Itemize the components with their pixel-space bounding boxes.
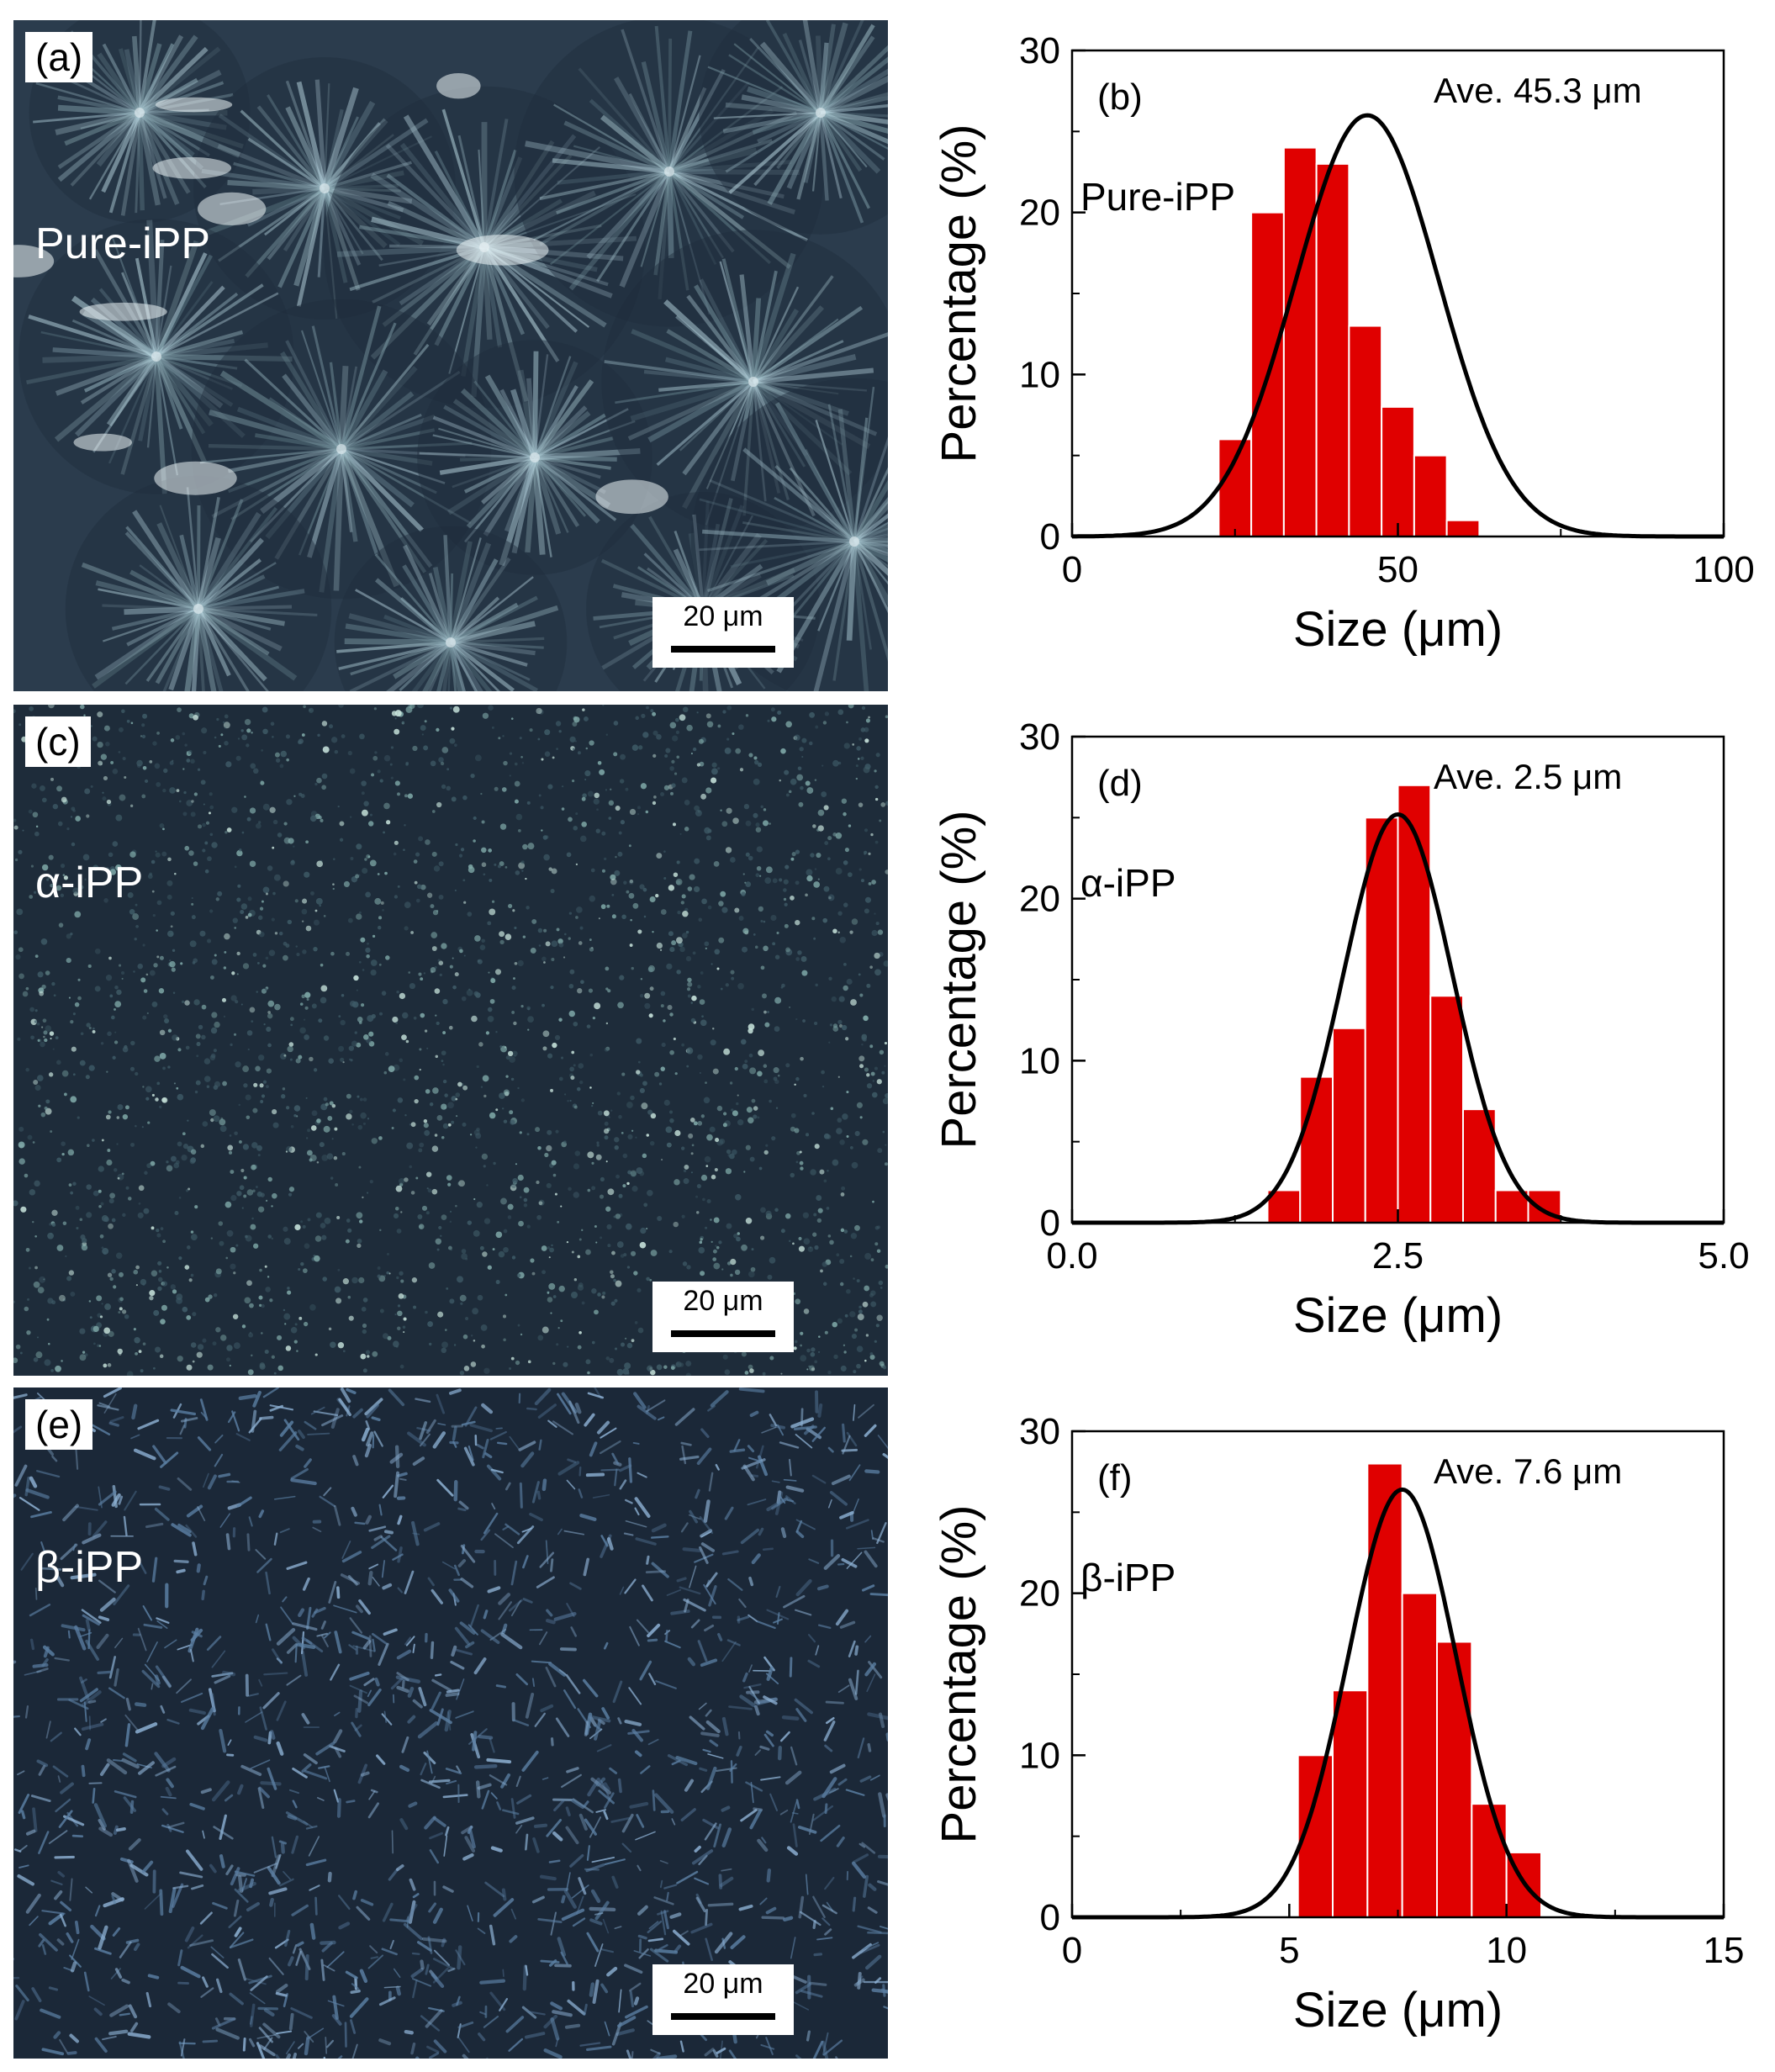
histogram-bar — [1429, 995, 1464, 1224]
histogram-bar — [1332, 1689, 1369, 1918]
series-label: Pure-iPP — [1080, 175, 1235, 219]
scale-bar: 20 μm — [652, 1282, 794, 1352]
histogram-bar — [1366, 1462, 1403, 1919]
panel-label: (d) — [1097, 763, 1143, 804]
y-axis-title: Percentage (%) — [932, 124, 986, 463]
y-axis-title: Percentage (%) — [932, 1505, 986, 1844]
histogram-svg: 0 10 20 30 0.0 2.5 5.0 Size (μm) Percentage (%) (… — [932, 716, 1750, 1343]
histogram-bar — [1413, 454, 1448, 538]
texture-layer — [13, 705, 888, 1376]
histogram-bar — [1445, 519, 1481, 538]
series-label: β-iPP — [1080, 1556, 1175, 1599]
x-axis-title: Size (μm) — [1293, 1983, 1503, 2038]
histogram-bar — [1282, 146, 1318, 537]
y-tick-label: 0 — [1040, 1897, 1060, 1938]
x-tick-label: 15 — [1704, 1930, 1745, 1971]
y-tick-label: 30 — [1019, 1411, 1060, 1452]
panel-label: (a) — [25, 32, 93, 82]
panel-label: (f) — [1097, 1457, 1133, 1498]
texture-layer — [13, 1388, 888, 2059]
x-tick-label: 0 — [1062, 1930, 1082, 1971]
histogram-bar — [1471, 1803, 1508, 1918]
scale-bar-label: 20 μm — [683, 1285, 763, 1317]
histogram-bar — [1348, 325, 1383, 537]
x-tick-label: 100 — [1693, 549, 1754, 590]
y-tick-label: 20 — [1019, 1573, 1060, 1615]
average-annotation: Ave. 7.6 μm — [1434, 1451, 1622, 1491]
scale-bar-line — [671, 646, 775, 653]
histogram-bar — [1364, 817, 1399, 1224]
histogram-bar — [1397, 784, 1432, 1224]
x-tick-label: 0.0 — [1046, 1235, 1097, 1276]
panel-label: (c) — [25, 716, 91, 767]
x-tick-label: 5 — [1279, 1930, 1299, 1971]
scale-bar-line — [671, 1330, 775, 1337]
histogram-d: 0 10 20 30 0.0 2.5 5.0 Size (μm) Percentage (%) (… — [900, 695, 1775, 1376]
y-tick-label: 0 — [1040, 516, 1060, 558]
panel-label: (e) — [25, 1399, 93, 1450]
histogram-svg: 0 10 20 30 0 5 10 15 Size (μm) Percentage (%) (f) A… — [932, 1411, 1745, 2038]
series-label: α-iPP — [1080, 861, 1176, 905]
micrograph-e: (e) β-iPP 20 μm — [13, 1388, 888, 2059]
x-tick-label: 50 — [1377, 549, 1418, 590]
y-tick-label: 20 — [1019, 193, 1060, 234]
y-tick-label: 20 — [1019, 879, 1060, 920]
scale-bar-label: 20 μm — [683, 600, 763, 632]
x-axis-title: Size (μm) — [1293, 1288, 1503, 1343]
gaussian-fit-line — [1072, 113, 1724, 539]
average-annotation: Ave. 2.5 μm — [1434, 757, 1622, 796]
y-tick-label: 10 — [1019, 354, 1060, 395]
histogram-bar — [1332, 1027, 1366, 1224]
histogram-f: 0 10 20 30 0 5 10 15 Size (μm) Percentage (%) (f) A… — [900, 1389, 1775, 2070]
average-annotation: Ave. 45.3 μm — [1434, 71, 1642, 110]
y-tick-label: 10 — [1019, 1735, 1060, 1776]
x-tick-label: 5.0 — [1698, 1235, 1749, 1276]
micrograph-background — [13, 705, 888, 1376]
sample-label: α-iPP — [35, 859, 144, 907]
x-tick-label: 10 — [1486, 1930, 1527, 1971]
histogram-bar — [1299, 1076, 1334, 1224]
sample-label: Pure-iPP — [35, 219, 211, 268]
sample-label: β-iPP — [35, 1543, 144, 1592]
micrograph-c: (c) α-iPP 20 μm — [13, 705, 888, 1376]
y-tick-label: 30 — [1019, 30, 1060, 71]
micrograph-image — [13, 1388, 888, 2059]
scale-bar: 20 μm — [652, 1964, 794, 2035]
histogram-b: 0 10 20 30 0 50 100 Size (μm) Percentage (%) (b) A… — [900, 8, 1775, 690]
histogram-bar — [1315, 162, 1350, 537]
histogram-bar — [1401, 1592, 1439, 1919]
micrograph-image — [13, 705, 888, 1376]
x-axis-title: Size (μm) — [1293, 602, 1503, 657]
y-axis-title: Percentage (%) — [932, 811, 986, 1150]
panel-label: (b) — [1097, 77, 1143, 118]
scale-bar-line — [671, 2013, 775, 2020]
y-tick-label: 0 — [1040, 1202, 1060, 1244]
x-tick-label: 2.5 — [1372, 1235, 1424, 1276]
histogram-bar — [1218, 438, 1253, 538]
y-tick-label: 10 — [1019, 1040, 1060, 1081]
micrograph-a: (a) Pure-iPP 20 μm — [13, 20, 888, 691]
y-tick-label: 30 — [1019, 716, 1060, 758]
micrograph-image — [13, 20, 888, 691]
x-tick-label: 0 — [1062, 549, 1082, 590]
texture-layer — [13, 20, 888, 691]
histogram-svg: 0 10 20 30 0 50 100 Size (μm) Percentage (%) (b) A… — [932, 30, 1755, 657]
scale-bar: 20 μm — [652, 597, 794, 668]
scale-bar-label: 20 μm — [683, 1968, 763, 2000]
histogram-bar — [1436, 1641, 1473, 1918]
histogram-bar — [1381, 405, 1415, 537]
